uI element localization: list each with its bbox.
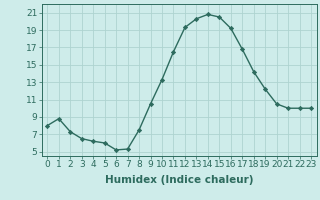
X-axis label: Humidex (Indice chaleur): Humidex (Indice chaleur) [105, 175, 253, 185]
